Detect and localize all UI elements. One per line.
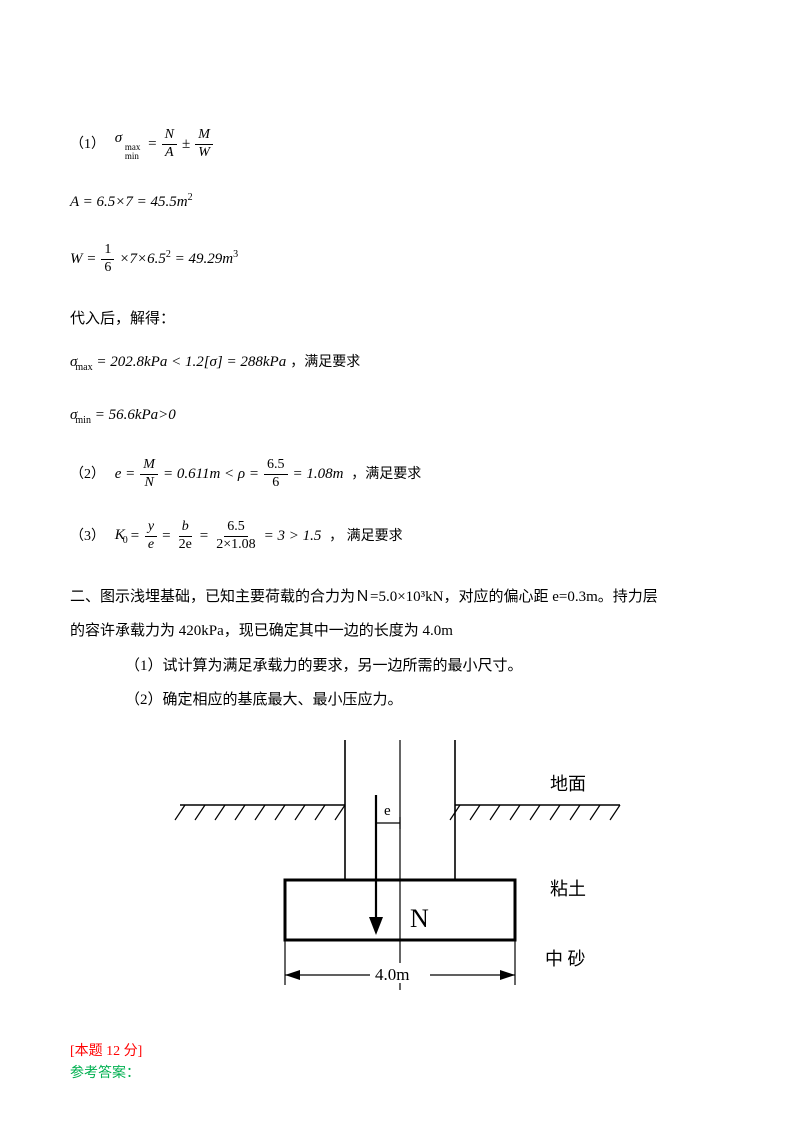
- score-note: [本题 12 分]: [70, 1040, 730, 1060]
- sand-label: 中 砂: [545, 949, 586, 969]
- sigma-max-line: σmax = 202.8kPa < 1.2[σ] = 288kPa，满足要求: [70, 352, 730, 375]
- equation-W: W = 1 6 ×7×6.52 = 49.29m3: [70, 243, 730, 275]
- e-label: e: [384, 803, 391, 819]
- ground-label: 地面: [550, 774, 586, 794]
- equation-A: A = 6.5×7 = 45.5m2: [70, 191, 730, 213]
- clay-label: 粘土: [550, 879, 586, 899]
- dim-label: 4.0m: [375, 965, 409, 984]
- after-substitution: 代入后，解得：: [70, 305, 730, 334]
- n-label: N: [410, 904, 429, 933]
- problem2-q2: （2）确定相应的基底最大、最小压应力。: [125, 686, 730, 715]
- equation-2: （2） e = M N = 0.611m < ρ = 6.5 6 = 1.08m…: [70, 458, 730, 490]
- foundation-figure: e N 4.0m 地面 粘土 中 砂: [170, 735, 630, 1015]
- answer-label: 参考答案：: [70, 1062, 730, 1082]
- problem2-line1: 二、图示浅埋基础，已知主要荷载的合力为Ｎ=5.0×10³kN，对应的偏心距 e=…: [70, 583, 730, 612]
- page: （1） σ max min = N A ± M W A = 6.5×7 = 45…: [0, 0, 800, 1132]
- sigma-min-line: σmin = 56.6kPa>0: [70, 405, 730, 428]
- equation-3: （3） K0 = y e = b 2e = 6.5 2×1.08 = 3 > 1…: [70, 520, 730, 552]
- equation-1: （1） σ max min = N A ± M W: [70, 128, 730, 161]
- sigma-symbol: σ: [115, 130, 122, 146]
- eq1-prefix: （1）: [70, 137, 105, 152]
- problem2-line2: 的容许承载力为 420kPa，现已确定其中一边的长度为 4.0m: [70, 617, 730, 646]
- problem2-q1: （1）试计算为满足承载力的要求，另一边所需的最小尺寸。: [125, 652, 730, 681]
